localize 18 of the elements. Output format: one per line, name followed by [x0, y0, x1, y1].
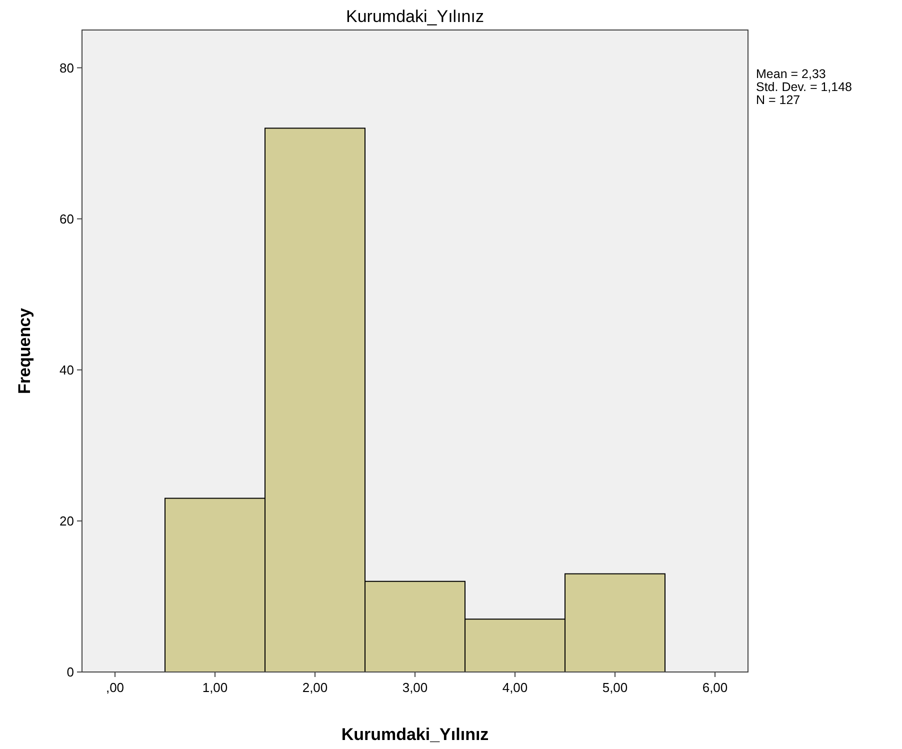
y-tick-label: 80 — [60, 60, 74, 76]
text: Mean = 2,33 — [756, 67, 826, 81]
x-tick-label: 4,00 — [502, 680, 528, 695]
text: Std. Dev. = 1,148 — [756, 80, 852, 94]
x-tick-label: 5,00 — [602, 680, 628, 695]
y-tick-label: 20 — [60, 513, 74, 528]
x-axis-title: Kurumdaki_Yılınız — [341, 725, 489, 744]
x-tick-label: 1,00 — [202, 680, 228, 695]
y-axis-title: Frequency — [15, 307, 34, 394]
x-tick-label: ,00 — [106, 680, 124, 695]
x-tick-label: 2,00 — [302, 680, 328, 695]
x-tick-label: 6,00 — [702, 680, 728, 695]
chart-title: Kurumdaki_Yılınız — [346, 7, 484, 26]
y-tick-label: 40 — [60, 362, 74, 378]
x-tick-label: 3,00 — [402, 680, 428, 695]
y-tick-label: 0 — [66, 664, 74, 680]
text: N = 127 — [756, 93, 800, 107]
y-tick-label: 60 — [60, 211, 74, 226]
